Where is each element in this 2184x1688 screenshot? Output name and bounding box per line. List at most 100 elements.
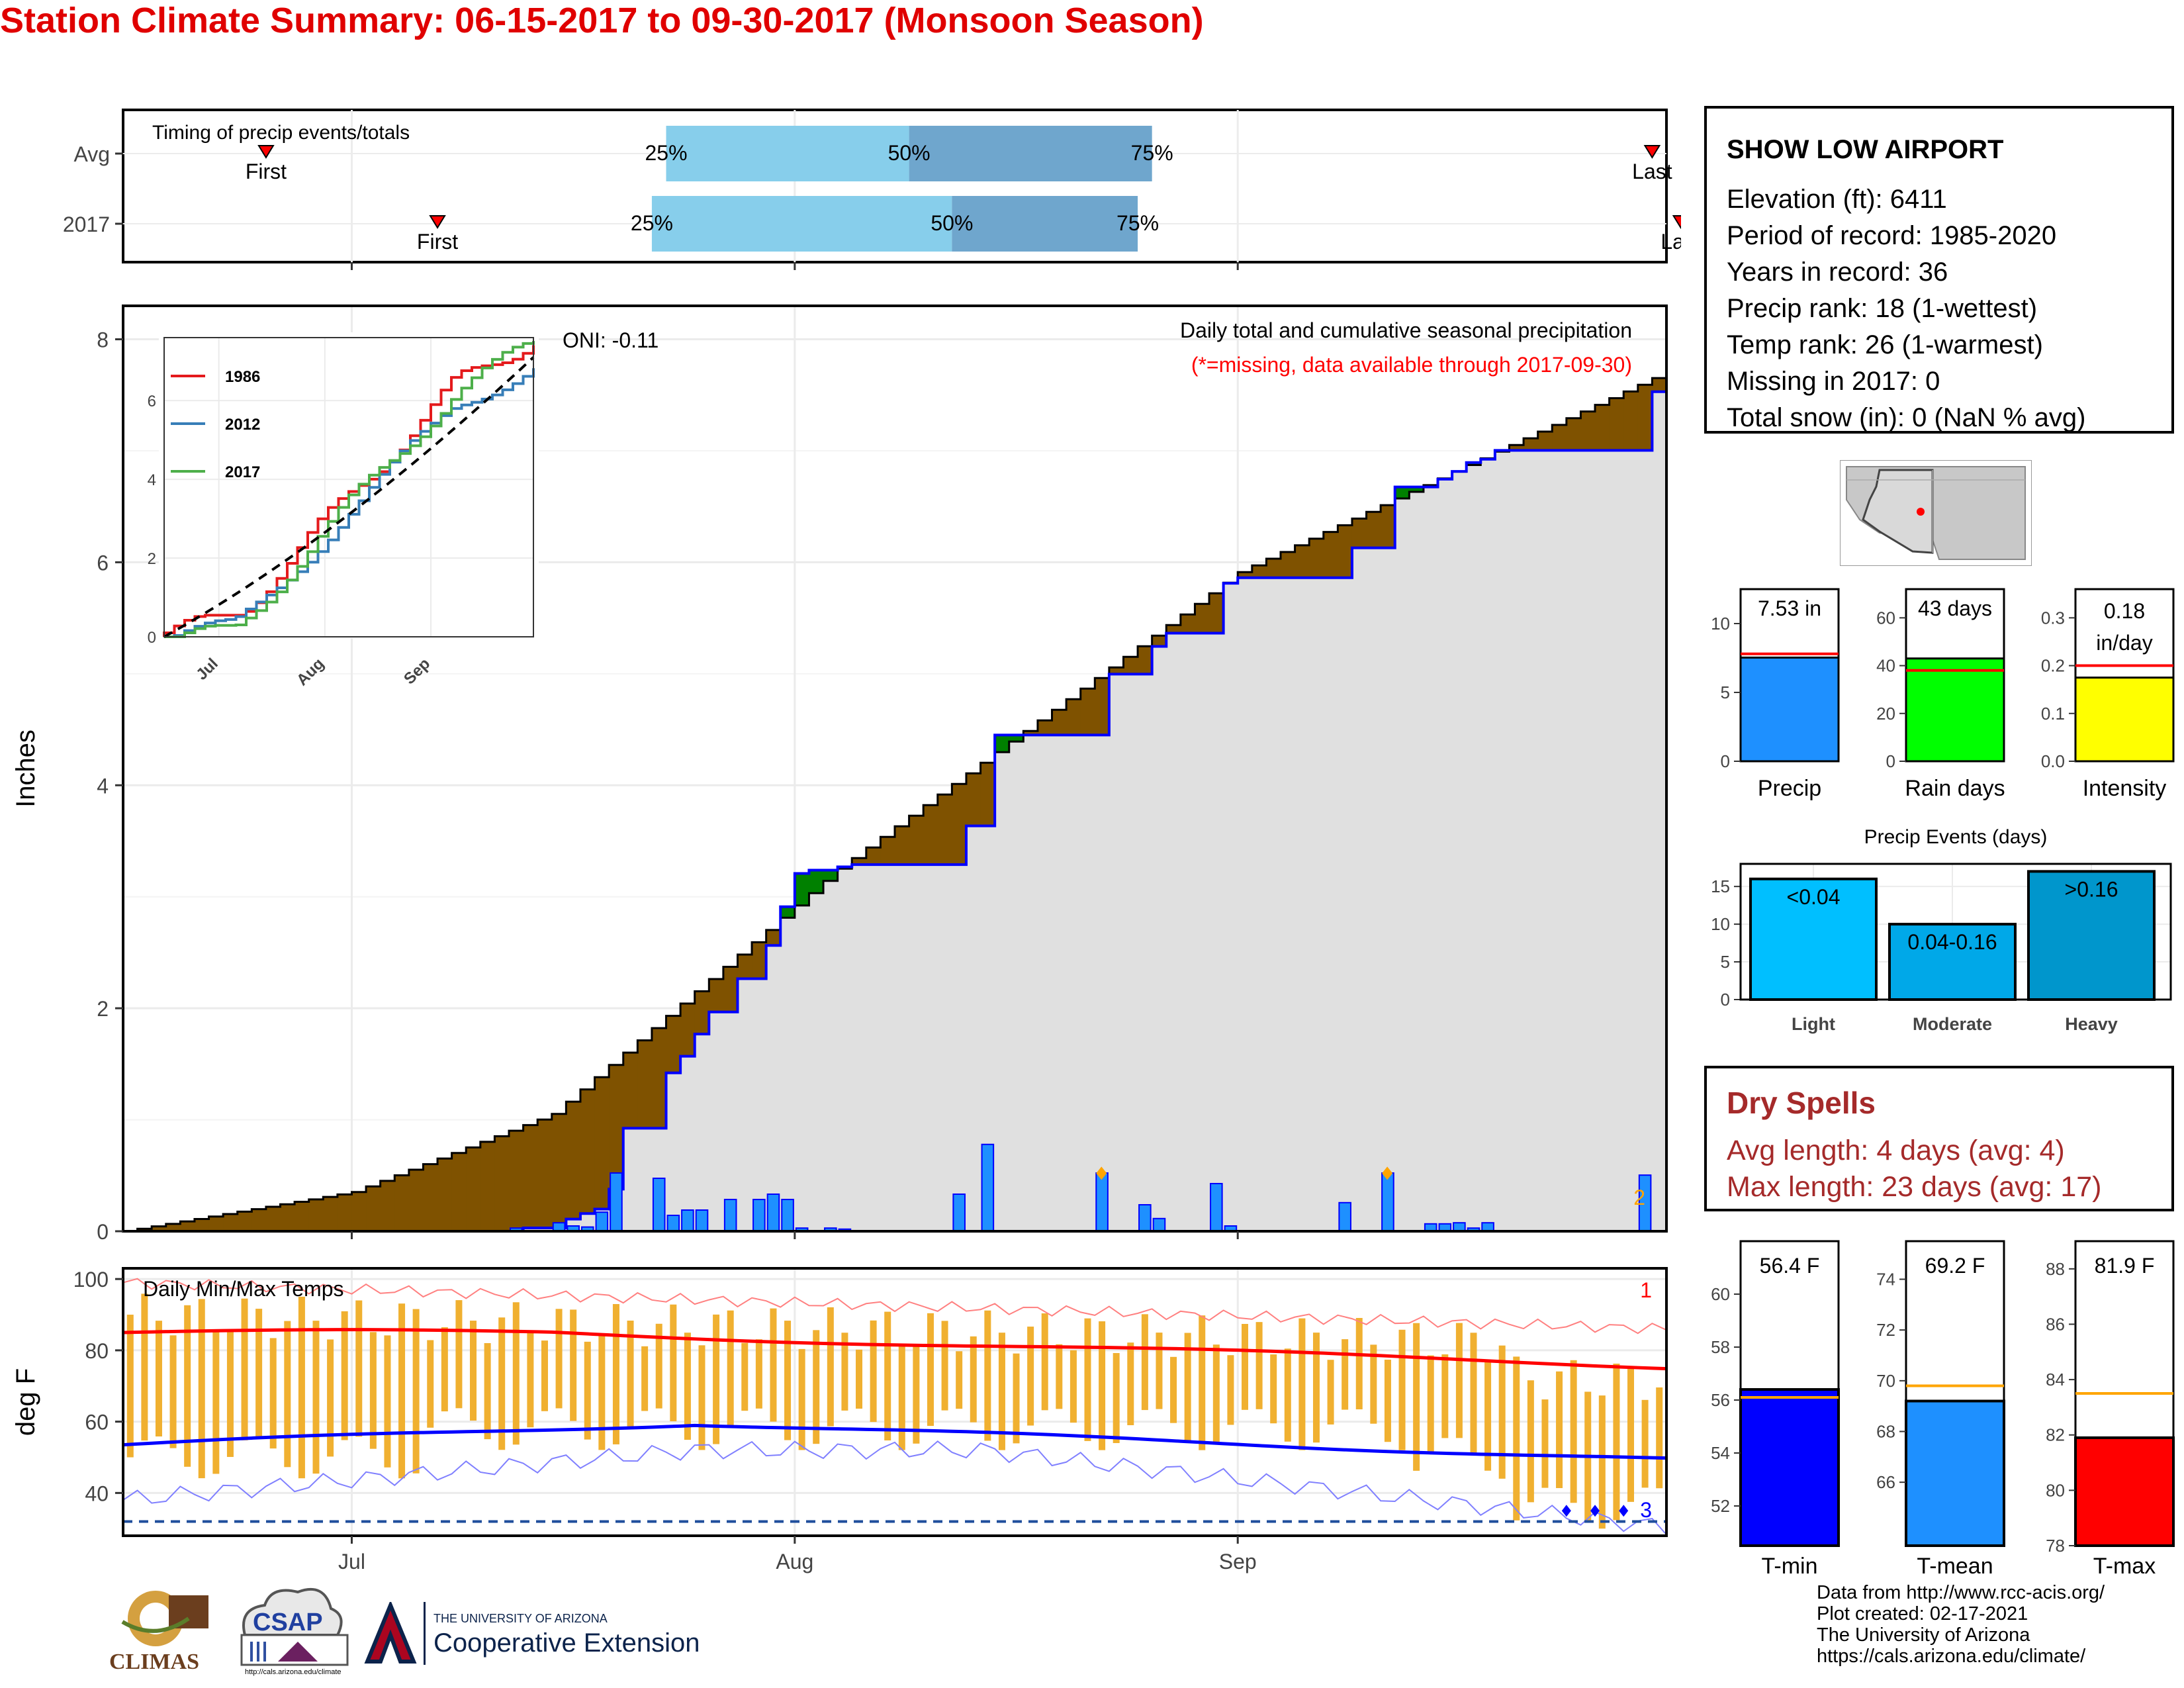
- events-title: Precip Events (days): [1864, 826, 2048, 848]
- inset-line-2017: [164, 341, 535, 638]
- daily-temp-bar: [827, 1307, 834, 1427]
- daily-temp-bar: [427, 1340, 434, 1428]
- summary-bar-label: Precip: [1758, 776, 1821, 801]
- timing-q25-label: 25%: [645, 141, 687, 165]
- precip-ytick-label: 6: [97, 551, 109, 575]
- temp-plot-frame: [122, 1267, 1668, 1537]
- timing-q50-label: 50%: [888, 141, 931, 165]
- daily-temp-bar: [1255, 1322, 1263, 1409]
- daily-temp-bar: [1613, 1363, 1620, 1521]
- daily-temp-bar: [155, 1321, 162, 1437]
- daily-temp-bar: [1641, 1399, 1649, 1488]
- summary-value-label: 7.53 in: [1758, 596, 1821, 620]
- footer-url: https://cals.arizona.edu/climate/: [1817, 1646, 2086, 1667]
- daily-temp-bar: [1099, 1321, 1106, 1450]
- daily-temp-bar: [798, 1348, 805, 1450]
- daily-temp-bar: [484, 1342, 491, 1440]
- record-min-line: [122, 1440, 1667, 1536]
- daily-temp-bar: [1627, 1368, 1635, 1502]
- below-average-fill: [537, 1119, 553, 1228]
- daily-temp-bar: [1127, 1342, 1134, 1425]
- footer-plot-created: Plot created: 02-17-2021: [1817, 1603, 2028, 1624]
- timing-q25-label: 25%: [631, 211, 673, 235]
- temp-summary-ytick-label: 72: [1876, 1320, 1895, 1340]
- daily-temp-bar: [1069, 1350, 1077, 1423]
- below-average-fill: [180, 1221, 195, 1231]
- station-info-box: SHOW LOW AIRPORT Elevation (ft): 6411 Pe…: [1704, 106, 2174, 434]
- footer-university: The University of Arizona: [1817, 1624, 2030, 1646]
- below-average-fill: [723, 966, 738, 1012]
- daily-precip-bar: [981, 1143, 995, 1233]
- summary-ytick-label: 5: [1721, 682, 1730, 702]
- daily-temp-bar: [741, 1342, 749, 1411]
- below-average-fill: [766, 929, 781, 946]
- below-average-fill: [1251, 565, 1267, 578]
- timing-last-marker: [1672, 215, 1681, 229]
- daily-temp-bar: [1227, 1355, 1234, 1425]
- below-average-fill: [265, 1206, 281, 1231]
- daily-temp-bar: [1570, 1360, 1577, 1503]
- ua-logo-line2: Cooperative Extension: [433, 1628, 700, 1658]
- inset-ytick-label: 4: [148, 471, 156, 489]
- daily-temp-bar: [555, 1309, 563, 1409]
- average-min-line: [122, 1423, 1667, 1460]
- above-average-fill: [809, 870, 824, 894]
- average-max-line: [122, 1328, 1667, 1371]
- below-average-fill: [866, 847, 881, 865]
- daily-temp-bar: [970, 1336, 977, 1423]
- below-average-fill: [1166, 625, 1181, 633]
- csap-logo-url: http://cals.arizona.edu/climate: [245, 1668, 341, 1676]
- timing-first-label: First: [417, 230, 458, 254]
- daily-temp-bar: [1084, 1318, 1091, 1441]
- oni-label: ONI: -0.11: [563, 328, 659, 352]
- temp-summary-ytick-label: 58: [1711, 1337, 1730, 1357]
- below-average-fill: [952, 784, 967, 865]
- daily-temp-bar: [1413, 1323, 1420, 1471]
- below-average-fill: [1351, 518, 1367, 548]
- dry-spells-box: Dry Spells Avg length: 4 days (avg: 4) M…: [1704, 1066, 2174, 1211]
- below-average-fill: [366, 1186, 381, 1231]
- avg-cumulative-area: [123, 378, 1666, 1232]
- daily-precip-bar: [1138, 1203, 1152, 1232]
- station-period: Period of record: 1985-2020: [1727, 221, 2057, 250]
- daily-temp-bar: [341, 1311, 348, 1440]
- timing-box-q25-q50: [651, 196, 952, 252]
- below-average-fill: [1037, 720, 1053, 735]
- below-average-fill: [752, 942, 767, 979]
- below-average-fill: [280, 1204, 295, 1231]
- below-average-fill: [509, 1131, 524, 1231]
- temp-summary-value-label: 56.4 F: [1760, 1254, 1820, 1278]
- inset-ytick-label: 0: [148, 629, 156, 647]
- record-day-marker: [1096, 1166, 1107, 1180]
- events-ytick-label: 5: [1721, 952, 1730, 972]
- timing-box-q25-q50: [666, 126, 909, 181]
- above-average-fill: [780, 906, 796, 918]
- below-average-fill: [208, 1216, 224, 1231]
- daily-temp-bar: [141, 1293, 148, 1441]
- below-average-fill: [651, 1028, 667, 1129]
- daily-temp-bar: [570, 1309, 577, 1421]
- below-average-fill: [1066, 699, 1081, 735]
- daily-temp-bar: [813, 1330, 820, 1444]
- precip-corner-value: 2: [1633, 1186, 1645, 1209]
- below-average-fill: [494, 1136, 510, 1231]
- daily-temp-bar: [784, 1321, 792, 1440]
- daily-precip-bar: [1095, 1172, 1109, 1233]
- summary-value-label: 0.18: [2104, 599, 2145, 623]
- below-average-fill: [351, 1192, 367, 1231]
- below-average-fill: [1537, 431, 1553, 451]
- timing-label: Timing of precip events/totals: [152, 122, 410, 144]
- events-bar-label: Heavy: [2065, 1014, 2118, 1034]
- below-average-fill: [1323, 532, 1338, 578]
- daily-temp-bar: [269, 1338, 277, 1449]
- below-average-fill: [594, 1077, 610, 1209]
- below-average-fill: [408, 1170, 424, 1231]
- below-average-fill: [237, 1211, 252, 1231]
- temp-summary-ytick-label: 66: [1876, 1472, 1895, 1492]
- station-precip-rank: Precip rank: 18 (1-wettest): [1727, 294, 2038, 323]
- daily-temp-bar: [512, 1302, 520, 1445]
- temp-summary-ytick-label: 82: [2046, 1425, 2065, 1445]
- daily-temp-bar: [312, 1321, 320, 1474]
- daily-temp-bar: [412, 1309, 420, 1474]
- below-average-fill: [1595, 404, 1610, 451]
